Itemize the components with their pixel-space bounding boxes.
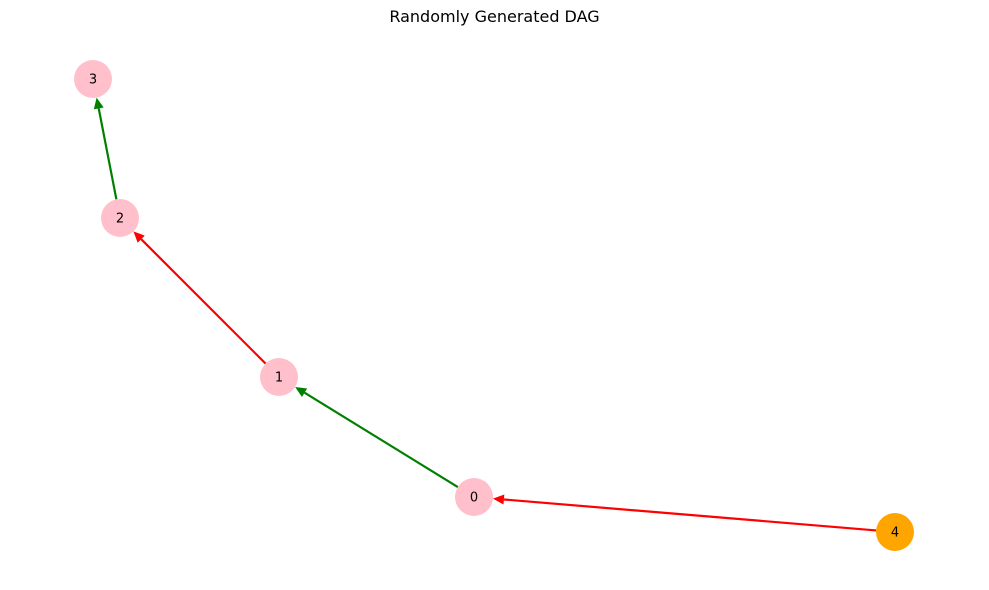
edge-1-2 [133,231,267,365]
edge-line [303,391,459,488]
node-label: 1 [275,371,283,386]
node-label: 0 [470,491,478,506]
nodes-layer: 0 1 2 3 4 [74,60,914,551]
node-label: 3 [89,73,97,88]
edge-arrowhead [133,231,145,243]
edge-2-3 [93,97,118,200]
edge-0-1 [295,386,459,488]
node-4: 4 [876,513,914,551]
edge-arrowhead [492,494,505,505]
node-1: 1 [260,358,298,396]
edge-line [140,238,267,365]
node-circle [260,358,298,396]
node-circle [74,60,112,98]
node-circle [876,513,914,551]
edges-layer [93,97,877,532]
node-0: 0 [455,478,493,516]
node-circle [455,478,493,516]
node-label: 4 [891,526,899,541]
node-3: 3 [74,60,112,98]
edge-line [97,108,118,200]
node-label: 2 [116,212,124,227]
node-circle [101,199,139,237]
diagram-title: Randomly Generated DAG [389,7,600,26]
node-2: 2 [101,199,139,237]
edge-arrowhead [295,386,308,397]
edge-arrowhead [93,97,104,110]
edge-4-0 [492,494,877,532]
edge-line [503,498,877,532]
